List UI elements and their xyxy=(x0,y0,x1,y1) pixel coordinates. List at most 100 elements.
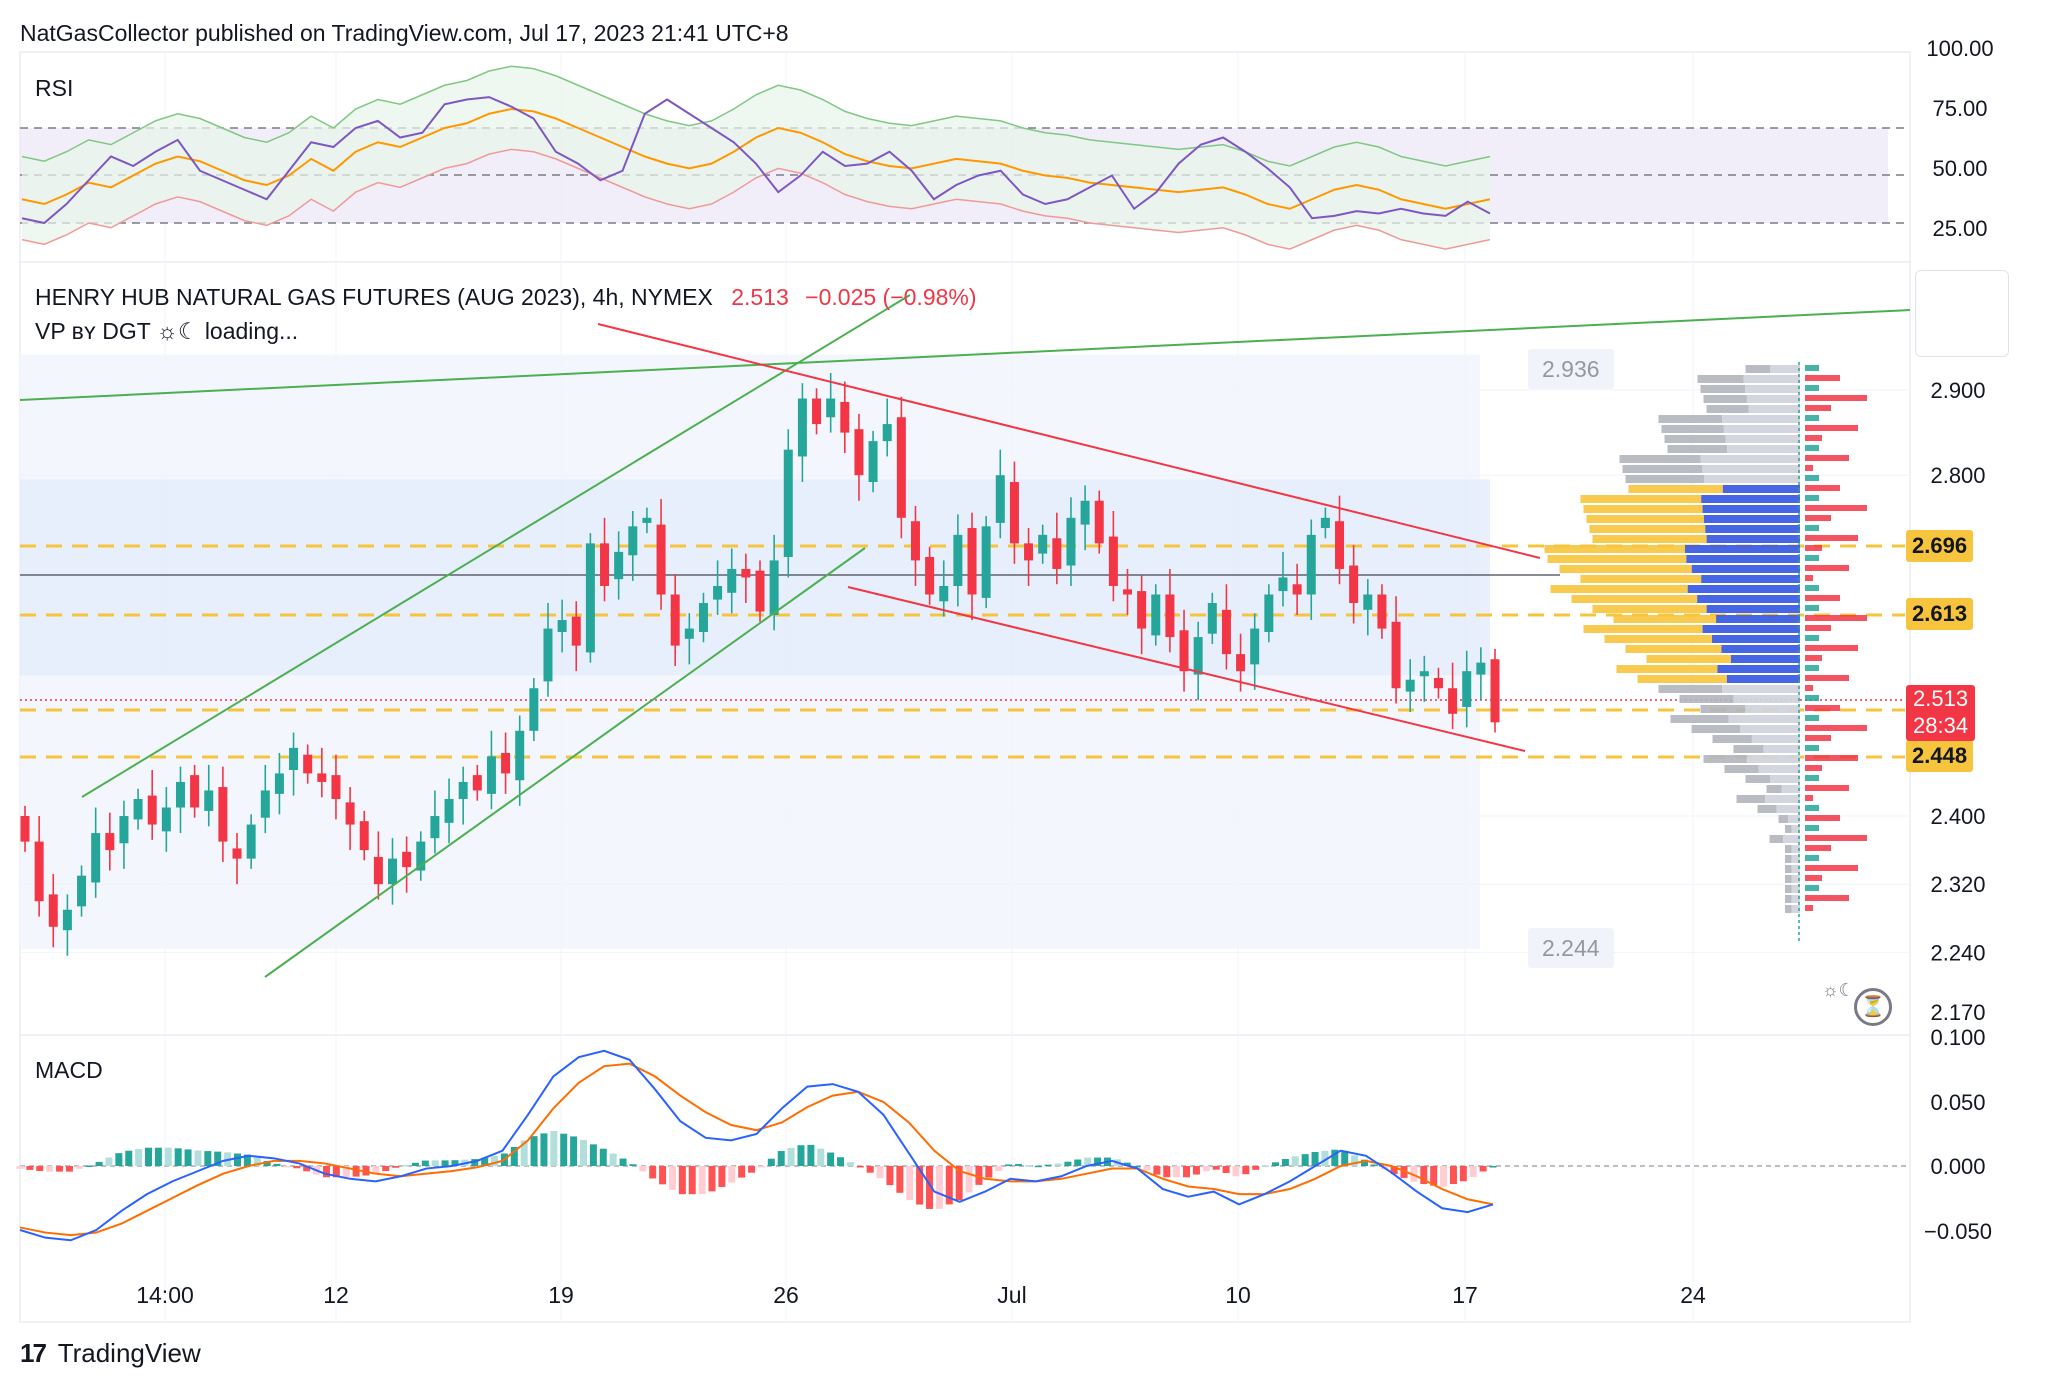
macd-histogram-bar xyxy=(945,1166,953,1205)
volume-profile-bar-sell xyxy=(1785,905,1792,913)
macd-histogram-bar xyxy=(1064,1161,1072,1166)
volume-profile-bar-buy xyxy=(1701,495,1800,503)
volume-profile-bar-buy xyxy=(1723,425,1800,433)
volume-profile-bar-sell xyxy=(1745,365,1771,373)
channel-line-red-lower xyxy=(847,586,1526,752)
volume-profile-bar-sell xyxy=(1700,385,1746,393)
macd-histogram-bar xyxy=(639,1166,647,1172)
macd-histogram-bar xyxy=(738,1166,746,1178)
candle-body xyxy=(1264,594,1274,632)
macd-histogram-bar xyxy=(1034,1165,1042,1168)
volume-profile-bar-buy xyxy=(1740,725,1800,733)
rsi-axis-tick: 75.00 xyxy=(1932,96,1987,121)
macd-histogram-bar xyxy=(125,1150,133,1166)
volume-profile-bar-sell xyxy=(1712,735,1752,743)
macd-histogram-bar xyxy=(955,1166,963,1201)
macd-histogram-bar xyxy=(352,1166,360,1177)
macd-histogram-bar xyxy=(154,1147,162,1166)
macd-histogram-bar xyxy=(510,1146,518,1166)
channel-line-red-upper xyxy=(597,323,1541,559)
volume-delta-bar xyxy=(1805,895,1849,901)
macd-histogram-bar xyxy=(1074,1159,1082,1166)
volume-profile-bar-sell xyxy=(1658,685,1723,693)
candle-body xyxy=(501,752,511,774)
candle-body xyxy=(628,526,638,556)
candle-body xyxy=(1292,584,1302,595)
volume-profile-bar-sell xyxy=(1589,525,1706,533)
volume-profile-bar-sell xyxy=(1679,695,1734,703)
candle-body xyxy=(1207,603,1217,634)
candle-body xyxy=(981,526,991,598)
volume-profile-bar-buy xyxy=(1700,455,1800,463)
volume-profile-bar-buy xyxy=(1751,735,1800,743)
macd-histogram-bar xyxy=(777,1151,785,1166)
macd-histogram-bar xyxy=(431,1160,439,1166)
volume-profile-bar-sell xyxy=(1613,615,1717,623)
tradingview-footer[interactable]: 17 TradingView xyxy=(20,1338,201,1369)
candle-body xyxy=(1151,594,1161,636)
candle-body xyxy=(260,790,270,818)
published-text: NatGasCollector published on TradingView… xyxy=(20,20,789,46)
volume-profile-bar-buy xyxy=(1691,565,1800,573)
volume-delta-bar xyxy=(1805,695,1819,701)
volume-profile-bar-buy xyxy=(1716,615,1800,623)
macd-histogram-bar xyxy=(1360,1159,1368,1166)
volume-delta-bar xyxy=(1805,425,1858,431)
replay-icon[interactable]: ⏳ xyxy=(1854,988,1892,1026)
macd-histogram-bar xyxy=(481,1157,489,1166)
volume-delta-bar xyxy=(1805,475,1819,481)
price-scale-box[interactable] xyxy=(1915,270,2009,357)
candle-body xyxy=(232,848,242,859)
volume-profile-bar-sell xyxy=(1703,755,1747,763)
symbol-legend[interactable]: HENRY HUB NATURAL GAS FUTURES (AUG 2023)… xyxy=(35,284,977,311)
macd-histogram-bar xyxy=(1044,1164,1052,1167)
macd-histogram-bar xyxy=(392,1166,400,1168)
macd-axis-tick: 0.050 xyxy=(1930,1090,1985,1115)
macd-histogram-bar xyxy=(164,1147,172,1166)
rsi-axis-tick: 50.00 xyxy=(1932,156,1987,181)
candle-body xyxy=(119,816,129,844)
volume-profile-bar-sell xyxy=(1785,895,1792,903)
macd-histogram-bar xyxy=(896,1166,904,1193)
macd-histogram-bar xyxy=(75,1166,83,1169)
volume-profile-bar-buy xyxy=(1748,405,1800,413)
volume-delta-bar xyxy=(1805,615,1867,621)
macd-histogram-bar xyxy=(1331,1149,1339,1166)
macd-histogram-bar xyxy=(570,1136,578,1166)
volume-profile-bar-sell xyxy=(1580,575,1702,583)
price-axis-tick: 2.320 xyxy=(1930,872,1985,897)
volume-delta-bar xyxy=(1805,825,1819,831)
volume-delta-bar xyxy=(1805,795,1813,801)
volume-profile-bar-sell xyxy=(1625,645,1722,653)
macd-histogram-bar xyxy=(787,1147,795,1166)
volume-delta-bar xyxy=(1805,715,1819,721)
candle-body xyxy=(48,894,58,927)
volume-profile-bar-buy xyxy=(1745,705,1800,713)
level-tag-2613: 2.613 xyxy=(1906,598,1974,630)
macd-histogram-bar xyxy=(916,1166,924,1205)
volume-profile-bar-buy xyxy=(1727,445,1800,453)
candle-body xyxy=(444,798,454,823)
macd-histogram-bar xyxy=(1222,1166,1230,1173)
macd-histogram-bar xyxy=(817,1148,825,1166)
candle-body xyxy=(614,551,624,580)
candle-body xyxy=(1278,577,1288,592)
candle-body xyxy=(1377,594,1387,629)
macd-histogram-bar xyxy=(856,1166,864,1168)
macd-histogram-bar xyxy=(589,1144,597,1166)
candle-body xyxy=(1363,594,1373,610)
macd-histogram-bar xyxy=(1242,1166,1250,1175)
volume-profile-bar-sell xyxy=(1571,595,1698,603)
price-change: −0.025 (−0.98%) xyxy=(805,284,977,310)
macd-histogram-bar xyxy=(530,1136,538,1166)
macd-histogram-bar xyxy=(1192,1166,1200,1175)
vp-indicator-label[interactable]: VP ʙʏ DGT ☼☾ loading... xyxy=(35,318,299,344)
macd-histogram-bar xyxy=(402,1164,410,1167)
macd-histogram-bar xyxy=(1123,1162,1131,1166)
macd-histogram-bar xyxy=(1212,1166,1220,1170)
volume-profile-bar-sell xyxy=(1628,485,1723,493)
volume-profile-bar-buy xyxy=(1717,665,1800,673)
macd-histogram-bar xyxy=(243,1154,251,1166)
macd-title: MACD xyxy=(35,1057,103,1083)
